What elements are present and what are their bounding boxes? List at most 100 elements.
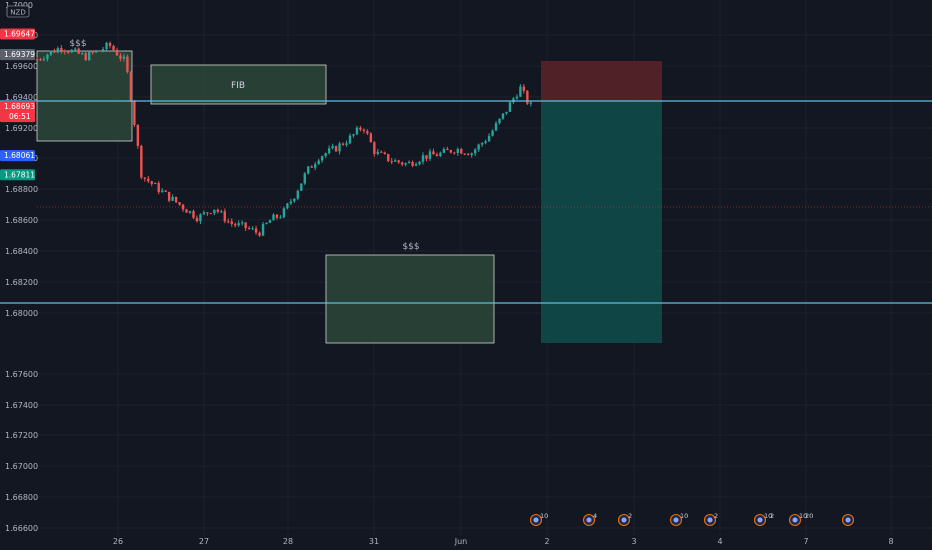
candle-body [397,160,400,163]
candle-body [327,148,331,154]
event-count-label: 2 [770,512,774,520]
y-axis-tick-label: 1.69200 [5,124,38,133]
candle-body [529,102,533,104]
candle-body [515,96,519,99]
currency-badge: NZD [6,5,30,18]
x-axis-tick-label: Jun [454,537,468,546]
candle-body [439,152,442,157]
liquidity-box-middle[interactable] [325,254,495,344]
candle-body [355,127,359,135]
y-axis-tick-label: 1.68400 [5,247,38,256]
x-axis[interactable]: 26 27 28 31 Jun 2 3 4 7 8 [113,537,894,546]
y-axis-tick-label: 1.68800 [5,185,38,194]
candle-body [421,155,425,162]
candle-body [195,217,199,222]
candle-body [296,190,300,199]
candle-body [60,48,63,51]
event-flag-icon [845,517,851,523]
candle-body [338,143,341,152]
candle-body [491,130,494,136]
candle-body [261,223,265,236]
x-axis-tick-label: 4 [717,537,722,546]
candle-body [331,146,334,149]
candle-body [484,141,487,143]
candle-body [53,50,56,53]
candle-body [314,164,317,168]
candle-body [101,49,105,51]
top-partial-label: 1.7000 [5,1,33,10]
event-count-label: 10 [799,512,807,520]
candle-body [453,152,456,154]
candle-body [199,214,202,222]
currency-label: NZD [10,9,25,17]
candle-body [67,51,70,53]
candle-body [320,156,324,161]
candle-body [220,211,223,213]
event-flag-icon [621,517,627,523]
y-axis-tick-label: 1.67200 [5,431,38,440]
price-tag [0,101,35,123]
candle-body [35,59,39,61]
candle-body [501,113,505,119]
candle-body [77,48,80,54]
price-tags: 1.696471.693801.693791.6869306:511.68061… [0,28,35,181]
candle-body [122,56,126,59]
price-tag [0,28,35,40]
candle-body [39,59,42,61]
candle-body [49,50,53,55]
price-tag-label: 1.69379 [4,50,35,59]
candle-body [42,59,46,61]
candle-body [98,50,101,52]
candle-body [258,232,261,236]
candle-body [432,151,435,155]
candle-body [126,56,129,72]
stop-loss-zone[interactable] [541,61,662,101]
event-flag-icon [586,517,592,523]
candle-body [449,150,453,153]
candle-body [404,163,407,165]
candle-body [140,145,143,178]
candle-body [390,161,393,163]
candle-body [230,221,233,224]
candle-body [480,142,484,145]
candle-body [202,212,206,215]
candle-body [94,50,98,53]
event-count-label: 4 [593,512,597,520]
candle-body [522,86,526,91]
candle-body [70,49,73,53]
candle-body [160,190,164,193]
take-profit-zone[interactable] [541,101,662,343]
candle-body [129,71,133,102]
candle-body [157,183,160,193]
candle-body [46,54,49,60]
price-tag [0,49,35,61]
candle-body [87,51,91,61]
y-axis-tick-label: 1.68000 [5,309,38,318]
candle-body [352,134,355,136]
candle-body [254,228,258,233]
liquidity-box-left[interactable] [36,50,133,142]
candle-body [174,196,178,203]
candle-body [167,191,171,201]
fib-box[interactable] [150,64,327,105]
y-axis-tick-label: 1.69400 [5,93,38,102]
candle-body [470,153,473,156]
event-count-label: 10 [540,512,548,520]
candle-body [380,151,383,153]
event-flag-icon [792,517,798,523]
price-tag-label: 1.68061 [4,151,35,160]
candle-body [74,48,77,50]
candle-body [234,223,237,226]
candle-body [265,222,268,224]
candle-body [463,153,466,155]
candle-body [154,183,157,185]
candle-body [508,102,512,112]
candle-body [383,152,386,154]
candle-body [216,209,220,212]
candle-body [376,151,380,154]
candle-body [387,153,390,162]
candle-body [307,166,310,174]
candle-body [369,133,373,143]
